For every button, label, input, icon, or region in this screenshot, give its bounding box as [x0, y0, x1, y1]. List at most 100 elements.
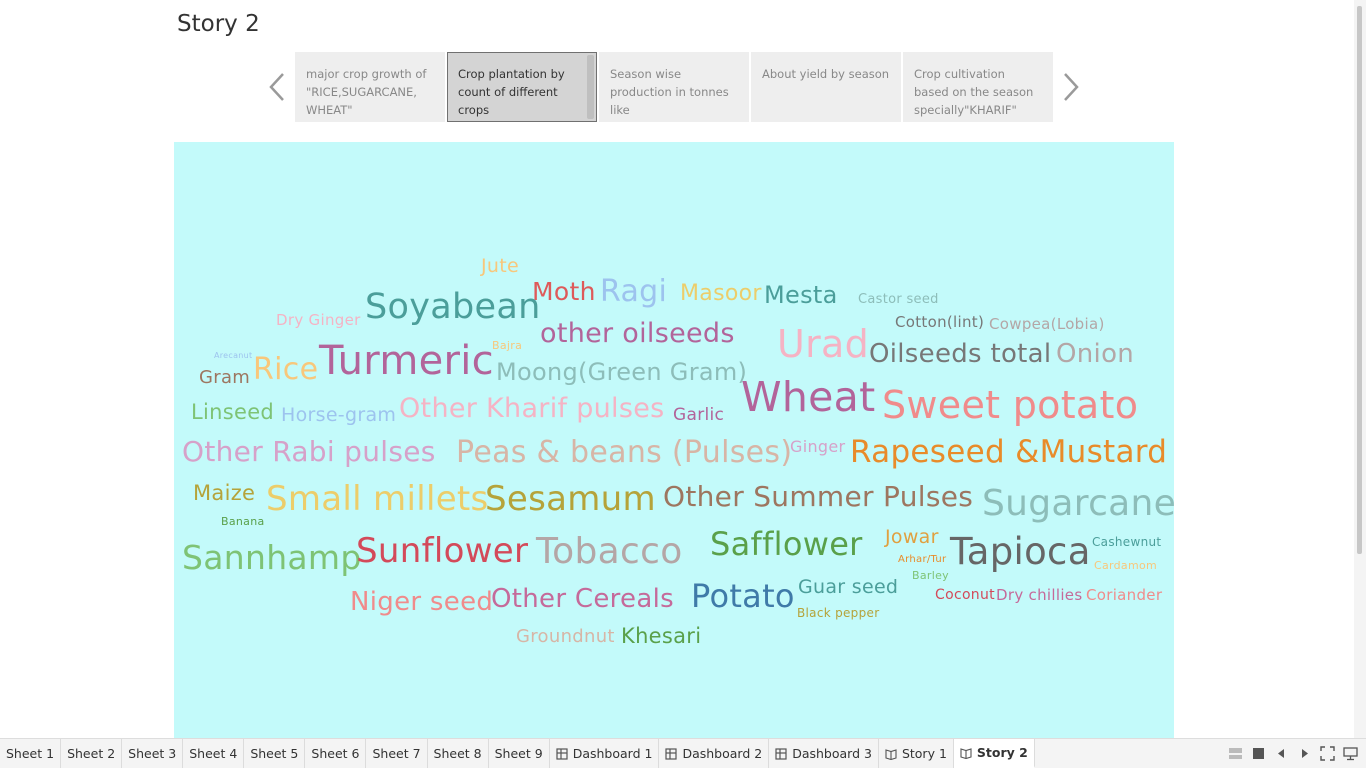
dashboard-icon	[775, 747, 787, 760]
story-point-2[interactable]: Crop plantation by count of different cr…	[447, 52, 597, 122]
tab-label: Story 2	[976, 745, 1028, 760]
single-sheet-icon[interactable]	[1251, 746, 1266, 761]
word-linseed[interactable]: Linseed	[191, 400, 275, 424]
word-coconut[interactable]: Coconut	[935, 587, 995, 603]
word-turmeric[interactable]: Turmeric	[319, 338, 494, 384]
word-other-oilseeds[interactable]: other oilseeds	[540, 318, 735, 349]
tab-sheet-2[interactable]: Sheet 2	[61, 739, 123, 768]
tab-label: Sheet 3	[128, 746, 177, 761]
story-point-4[interactable]: About yield by season	[751, 52, 901, 122]
chevron-right-icon[interactable]	[1057, 68, 1083, 106]
word-sannhamp[interactable]: Sannhamp	[182, 538, 362, 577]
word-other-kharif-pulses[interactable]: Other Kharif pulses	[399, 393, 665, 424]
word-soyabean[interactable]: Soyabean	[365, 287, 541, 327]
word-bajra[interactable]: Bajra	[492, 339, 523, 352]
word-sunflower[interactable]: Sunflower	[356, 531, 529, 571]
word-wheat[interactable]: Wheat	[741, 373, 876, 421]
tab-sheet-3[interactable]: Sheet 3	[122, 739, 184, 768]
tab-sheet-9[interactable]: Sheet 9	[489, 739, 550, 768]
word-potato[interactable]: Potato	[691, 577, 795, 615]
tab-story-2[interactable]: Story 2	[953, 739, 1035, 768]
word-cashewnut[interactable]: Cashewnut	[1092, 535, 1162, 549]
word-niger-seed[interactable]: Niger seed	[350, 587, 494, 617]
fit-screen-icon[interactable]	[1320, 746, 1335, 761]
story-icon	[960, 747, 972, 759]
tab-sheet-4[interactable]: Sheet 4	[183, 739, 245, 768]
view-controls	[1228, 746, 1358, 761]
scrollbar-thumb[interactable]	[1357, 6, 1362, 554]
film-strip-icon[interactable]	[1228, 746, 1243, 761]
tab-dashboard-2[interactable]: Dashboard 2	[659, 739, 770, 768]
word-castor-seed[interactable]: Castor seed	[858, 292, 939, 307]
chevron-left-icon[interactable]	[265, 68, 291, 106]
word-jowar[interactable]: Jowar	[885, 526, 939, 548]
word-arhar-tur[interactable]: Arhar/Tur	[898, 554, 947, 565]
word-onion[interactable]: Onion	[1056, 339, 1135, 369]
word-guar-seed[interactable]: Guar seed	[798, 576, 899, 598]
word-ragi[interactable]: Ragi	[600, 274, 668, 309]
word-coriander[interactable]: Coriander	[1086, 586, 1163, 604]
previous-sheet-icon[interactable]	[1274, 746, 1289, 761]
word-moth[interactable]: Moth	[532, 277, 596, 306]
word-tobacco[interactable]: Tobacco	[536, 531, 683, 572]
word-horse-gram[interactable]: Horse-gram	[281, 404, 397, 426]
word-oilseeds-total[interactable]: Oilseeds total	[869, 339, 1052, 369]
dashboard-icon	[665, 747, 678, 760]
tab-label: Sheet 9	[494, 746, 543, 761]
tab-label: Sheet 2	[67, 746, 116, 761]
word-groundnut[interactable]: Groundnut	[516, 626, 615, 647]
vertical-scrollbar[interactable]	[1354, 0, 1366, 738]
word-cotton-lint[interactable]: Cotton(lint)	[895, 313, 985, 331]
word-moong-green-gram[interactable]: Moong(Green Gram)	[496, 358, 748, 386]
tab-sheet-5[interactable]: Sheet 5	[244, 739, 306, 768]
word-sugarcane[interactable]: Sugarcane	[982, 483, 1177, 524]
tab-sheet-8[interactable]: Sheet 8	[428, 739, 489, 768]
word-jute[interactable]: Jute	[481, 255, 519, 277]
story-point-3[interactable]: Season wise production in tonnes like	[599, 52, 749, 122]
story-point-1[interactable]: major crop growth of "RICE,SUGARCANE, WH…	[295, 52, 445, 122]
word-banana[interactable]: Banana	[221, 515, 265, 528]
word-maize[interactable]: Maize	[193, 481, 256, 505]
tab-sheet-6[interactable]: Sheet 6	[305, 739, 367, 768]
tab-label: Story 1	[901, 746, 947, 761]
word-garlic[interactable]: Garlic	[673, 405, 725, 425]
word-khesari[interactable]: Khesari	[621, 624, 702, 648]
tab-label: Sheet 4	[189, 746, 238, 761]
tab-label: Sheet 8	[433, 746, 482, 761]
word-sesamum[interactable]: Sesamum	[485, 479, 656, 519]
word-tapioca[interactable]: Tapioca	[950, 530, 1091, 573]
word-mesta[interactable]: Mesta	[764, 281, 838, 309]
word-safflower[interactable]: Safflower	[710, 525, 863, 563]
presentation-mode-icon[interactable]	[1343, 746, 1358, 761]
tab-label: Sheet 1	[6, 746, 55, 761]
word-peas-beans-pulses[interactable]: Peas & beans (Pulses)	[456, 435, 793, 470]
dashboard-icon	[556, 747, 568, 760]
word-gram[interactable]: Gram	[199, 367, 251, 388]
word-dry-ginger[interactable]: Dry Ginger	[276, 311, 361, 329]
next-sheet-icon[interactable]	[1297, 746, 1312, 761]
tab-dashboard-3[interactable]: Dashboard 3	[769, 739, 879, 768]
word-rice[interactable]: Rice	[253, 352, 319, 387]
word-urad[interactable]: Urad	[777, 322, 870, 366]
word-ginger[interactable]: Ginger	[790, 437, 846, 456]
word-other-cereals[interactable]: Other Cereals	[491, 584, 674, 614]
word-cloud-canvas: Jute Moth Ragi Masoor Mesta Castor seed Dry Gi…	[174, 142, 1177, 738]
word-black-pepper[interactable]: Black pepper	[797, 606, 880, 620]
word-cardamom[interactable]: Cardamom	[1094, 559, 1158, 572]
tab-story-1[interactable]: Story 1	[879, 739, 954, 768]
word-dry-chillies[interactable]: Dry chillies	[996, 586, 1083, 604]
story-point-5[interactable]: Crop cultivation based on the season spe…	[903, 52, 1053, 122]
word-other-summer-pulses[interactable]: Other Summer Pulses	[663, 480, 974, 513]
word-masoor[interactable]: Masoor	[680, 281, 762, 306]
tab-sheet-1[interactable]: Sheet 1	[0, 739, 62, 768]
word-sweet-potato[interactable]: Sweet potato	[882, 383, 1139, 427]
word-other-rabi-pulses[interactable]: Other Rabi pulses	[182, 435, 436, 468]
word-cowpea-lobia[interactable]: Cowpea(Lobia)	[989, 315, 1105, 333]
tab-sheet-7[interactable]: Sheet 7	[366, 739, 428, 768]
word-arecanut[interactable]: Arecanut	[214, 351, 253, 360]
tab-dashboard-1[interactable]: Dashboard 1	[550, 739, 660, 768]
word-rapeseed-mustard[interactable]: Rapeseed &Mustard	[850, 434, 1168, 470]
word-small-millets[interactable]: Small millets	[266, 479, 489, 519]
word-barley[interactable]: Barley	[912, 569, 949, 582]
